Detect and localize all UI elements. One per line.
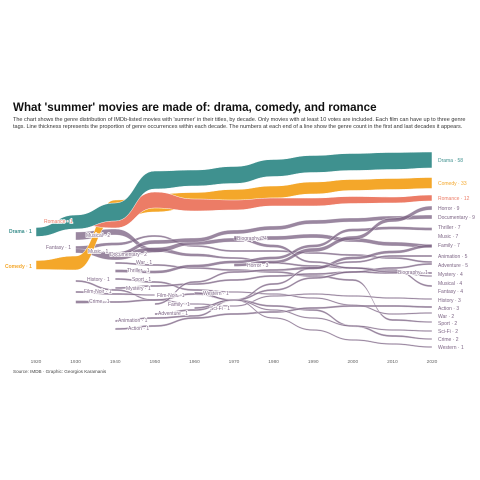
ribbon-biography <box>233 235 433 277</box>
ribbon-film-noir <box>75 290 155 296</box>
x-axis-ticks: 1920 1930 1940 1950 1960 1970 1980 1990 2000 2010… <box>31 359 438 365</box>
ribbon-musical <box>75 228 433 288</box>
start-label-21: Sci-Fi · 1 <box>210 306 230 312</box>
start-label-18: Western · 1 <box>203 291 229 297</box>
x-tick-1920: 1920 <box>31 359 42 365</box>
ribbon-war <box>115 261 433 323</box>
end-label-17: War · 2 <box>438 314 454 320</box>
start-label-3: Romance · 1 <box>44 219 73 225</box>
start-label-4: Fantasy · 1 <box>46 245 71 251</box>
start-labels: Drama · 1 Comedy · 1 Romance · 1 Fantasy · … <box>4 218 429 333</box>
end-label-4: Horror · 9 <box>438 206 460 212</box>
end-label-2: Comedy · 33 <box>438 181 467 187</box>
ribbon-action <box>115 304 433 331</box>
end-label-10: Adventure · 5 <box>438 263 468 269</box>
start-label-15: Animation · 1 <box>118 318 148 324</box>
end-label-14: History · 3 <box>438 298 461 304</box>
ribbon-family <box>154 244 433 306</box>
x-tick-1940: 1940 <box>110 359 121 365</box>
x-tick-1970: 1970 <box>229 359 240 365</box>
ribbon-western <box>194 291 433 348</box>
ribbon-sci-fi <box>194 299 433 332</box>
x-tick-2010: 2010 <box>387 359 398 365</box>
x-tick-1990: 1990 <box>308 359 319 365</box>
end-label-16: Sport · 2 <box>438 321 457 327</box>
end-label-8: Family · 7 <box>438 243 460 249</box>
end-label-7: Music · 7 <box>438 234 459 240</box>
start-label-7: Documentary · 2 <box>110 252 147 258</box>
start-label-23: Horror · 3 <box>247 263 269 269</box>
end-label-15: Action · 3 <box>438 306 459 312</box>
x-tick-1960: 1960 <box>189 359 200 365</box>
end-label-12: Musical · 4 <box>438 281 462 287</box>
start-label-5: Musical · 2 <box>86 233 110 239</box>
end-label-3: Romance · 12 <box>438 196 470 202</box>
start-label-8: War · 1 <box>136 260 152 266</box>
end-label-11: Mystery · 4 <box>438 272 463 278</box>
start-label-10: Sport · 1 <box>132 277 151 283</box>
start-label-22: Biography · 4 <box>237 236 267 242</box>
chart-subtitle: The chart shows the genre distribution o… <box>13 117 466 131</box>
end-label-20: Western · 1 <box>438 345 464 351</box>
start-label-17: Film-Noir · 1 <box>157 293 185 299</box>
end-labels: Drama · 58 Comedy · 33 Romance · 12 Horror … <box>438 158 475 351</box>
start-label-13: Film-Noir · 1 <box>84 289 112 295</box>
start-label-16: Action · 1 <box>128 326 149 332</box>
x-tick-2020: 2020 <box>427 359 438 365</box>
end-label-9: Animation · 5 <box>438 254 468 260</box>
minor-genre-ribbons <box>75 205 433 348</box>
end-label-13: Fantasy · 4 <box>438 289 463 295</box>
x-tick-1980: 1980 <box>268 359 279 365</box>
end-label-6: Thriller · 7 <box>438 225 461 231</box>
ribbon-thriller <box>115 226 433 274</box>
end-label-5: Documentary · 9 <box>438 215 475 221</box>
x-tick-2000: 2000 <box>347 359 358 365</box>
ribbon-adventure <box>154 262 433 316</box>
start-label-12: History · 1 <box>87 277 110 283</box>
start-label-24: Biography · 1 <box>398 270 428 276</box>
start-label-6: Music · 1 <box>88 249 109 255</box>
ribbon-crime <box>75 292 433 340</box>
chart-source: Source: IMDB · Graphic: Georgios Karaman… <box>13 369 107 374</box>
start-label-11: Mystery · 1 <box>126 286 151 292</box>
major-genre-ribbons <box>35 151 433 271</box>
ribbon-drama <box>35 151 433 237</box>
start-label-9: Thriller · 1 <box>127 268 150 274</box>
end-label-1: Drama · 58 <box>438 158 463 164</box>
start-label-14: Crime · 1 <box>89 299 110 305</box>
end-label-19: Crime · 2 <box>438 337 459 343</box>
chart-title: What 'summer' movies are made of: drama,… <box>13 101 377 114</box>
x-tick-1930: 1930 <box>70 359 81 365</box>
start-label-20: Adventure · 1 <box>158 311 188 317</box>
ribbon-mystery <box>115 270 433 290</box>
end-label-18: Sci-Fi · 2 <box>438 329 458 335</box>
ribbon-romance <box>75 191 433 229</box>
ribbon-horror <box>233 205 433 267</box>
start-label-19: Family · 1 <box>168 302 190 308</box>
start-label-2: Comedy · 1 <box>5 264 32 270</box>
start-label-1: Drama · 1 <box>9 229 32 235</box>
x-tick-1950: 1950 <box>149 359 160 365</box>
